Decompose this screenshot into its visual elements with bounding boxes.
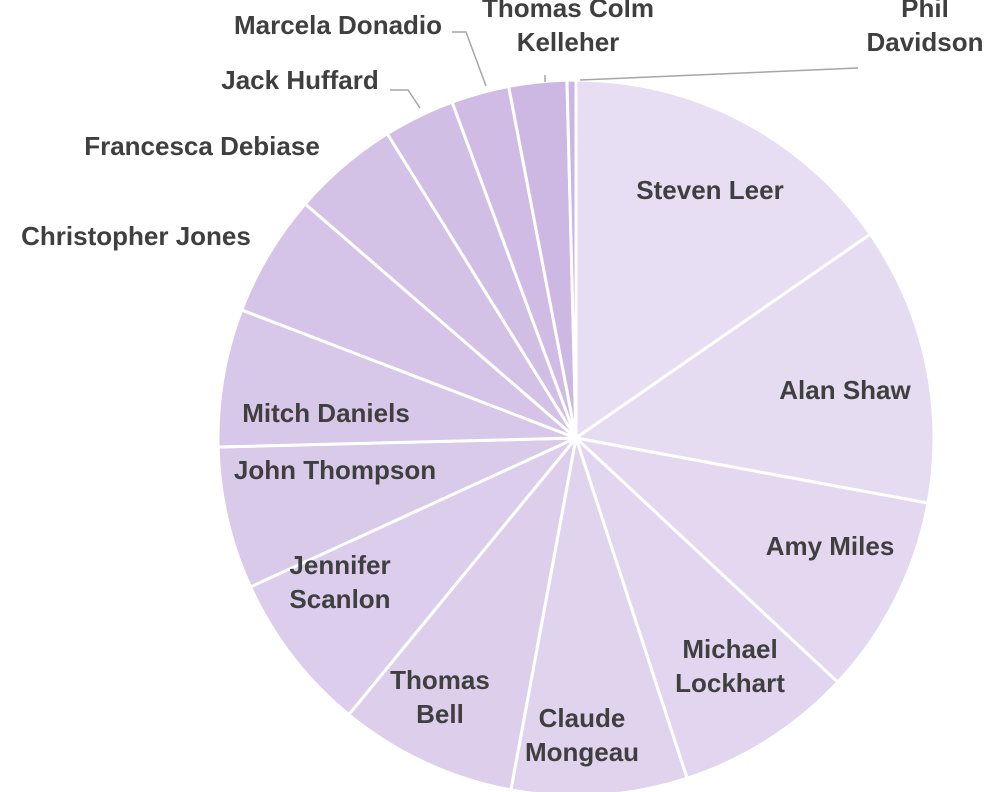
slice-label-amy-miles: Amy Miles [766,531,895,561]
leader-line-phil-davidson [580,68,858,80]
leader-line-marcela-donadio [452,32,486,86]
slice-label-steven-leer: Steven Leer [636,175,783,205]
slice-label-mitch-daniels: Mitch Daniels [242,398,410,428]
slice-label-thomas-colm-kelleher: Thomas Colm Kelleher [482,0,654,57]
slice-label-john-thompson: John Thompson [234,455,436,485]
slice-label-jack-huffard: Jack Huffard [221,65,379,95]
slice-label-alan-shaw: Alan Shaw [779,375,911,405]
leader-line-jack-huffard [390,90,420,108]
slice-label-phil-davidson: Phil Davidson [866,0,983,57]
pie-slices [218,80,934,792]
slice-label-christopher-jones: Christopher Jones [21,221,251,251]
slice-label-francesca-debiase: Francesca Debiase [84,131,320,161]
slice-label-marcela-donadio: Marcela Donadio [234,10,442,40]
